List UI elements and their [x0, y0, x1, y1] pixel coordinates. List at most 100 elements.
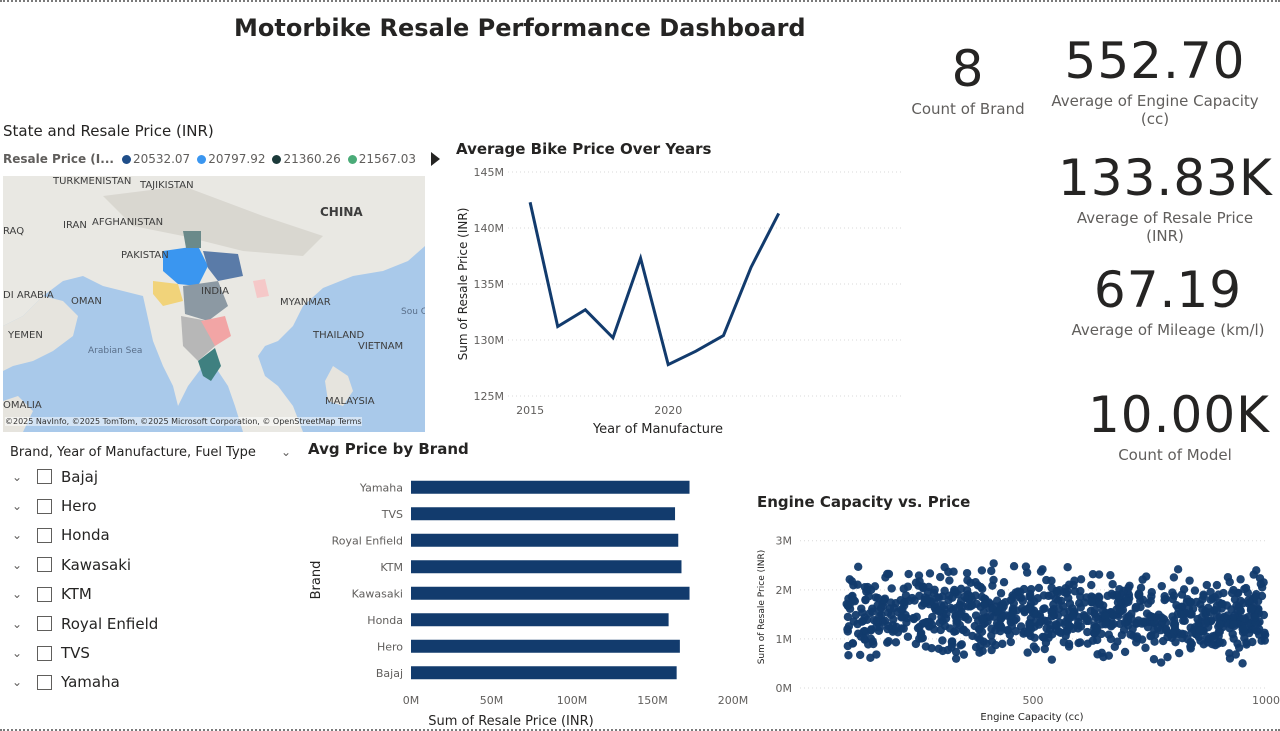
data-point[interactable] [1187, 628, 1196, 637]
data-point[interactable] [1199, 591, 1208, 601]
data-point[interactable] [1215, 627, 1224, 636]
data-point[interactable] [1031, 644, 1041, 654]
data-point[interactable] [1091, 622, 1101, 632]
data-point[interactable] [1160, 595, 1169, 605]
data-point[interactable] [1110, 642, 1120, 651]
data-point[interactable] [1256, 579, 1266, 589]
data-point[interactable] [1190, 586, 1200, 595]
data-point[interactable] [1061, 631, 1070, 640]
data-point[interactable] [996, 589, 1006, 598]
data-point[interactable] [1034, 583, 1044, 593]
data-point[interactable] [1053, 588, 1062, 598]
legend-item[interactable]: 20532.07 [121, 152, 190, 166]
data-point[interactable] [1212, 580, 1222, 590]
data-point[interactable] [1076, 638, 1085, 647]
data-point[interactable] [1147, 588, 1156, 597]
data-point[interactable] [1127, 614, 1136, 624]
data-point[interactable] [1063, 563, 1072, 572]
data-point[interactable] [871, 622, 881, 632]
data-point[interactable] [1087, 580, 1096, 590]
data-point[interactable] [904, 569, 913, 579]
data-point[interactable] [1259, 610, 1269, 620]
data-point[interactable] [936, 625, 945, 635]
data-point[interactable] [914, 571, 924, 580]
data-point[interactable] [1032, 610, 1041, 619]
kpi-resale-price[interactable]: 133.83K Average of Resale Price (INR) [1058, 153, 1272, 245]
checkbox[interactable] [37, 557, 52, 573]
data-point[interactable] [1020, 607, 1029, 617]
data-point[interactable] [1112, 605, 1121, 614]
slicer-item[interactable]: ⌄ Honda [10, 521, 295, 550]
data-point[interactable] [1108, 580, 1117, 589]
data-point[interactable] [987, 566, 996, 576]
legend-item[interactable]: 21567.03 [347, 152, 416, 166]
data-point[interactable] [1047, 612, 1057, 621]
data-point[interactable] [988, 604, 997, 614]
data-point[interactable] [1209, 634, 1218, 643]
data-point[interactable] [866, 634, 876, 643]
data-point[interactable] [1120, 647, 1130, 657]
bar[interactable] [411, 533, 679, 547]
data-point[interactable] [1106, 570, 1115, 580]
data-point[interactable] [962, 568, 972, 578]
data-point[interactable] [942, 609, 951, 619]
data-point[interactable] [989, 575, 998, 585]
chevron-down-icon[interactable]: ⌄ [12, 469, 23, 484]
data-point[interactable] [1054, 627, 1064, 636]
data-point[interactable] [1218, 599, 1227, 609]
data-point[interactable] [1060, 620, 1070, 629]
data-point[interactable] [1243, 596, 1253, 605]
data-point[interactable] [992, 596, 1002, 605]
bar-chart[interactable]: 0M 50M 100M 150M 200M Yamaha TVS Royal Enfield K… [300, 462, 760, 727]
state-region[interactable] [203, 251, 243, 281]
data-point[interactable] [1141, 643, 1150, 653]
data-point[interactable] [1047, 576, 1056, 585]
data-point[interactable] [1006, 595, 1016, 605]
data-point[interactable] [1177, 610, 1186, 619]
data-point[interactable] [858, 608, 867, 617]
data-point[interactable] [1260, 628, 1269, 637]
data-point[interactable] [1180, 616, 1189, 626]
data-point[interactable] [1124, 597, 1133, 607]
data-point[interactable] [849, 595, 858, 605]
data-point[interactable] [892, 622, 901, 632]
data-point[interactable] [975, 635, 985, 644]
data-point[interactable] [1171, 638, 1180, 647]
data-point[interactable] [1252, 589, 1261, 599]
data-point[interactable] [1064, 580, 1074, 589]
data-point[interactable] [1047, 583, 1056, 592]
data-point[interactable] [967, 601, 977, 610]
data-point[interactable] [1076, 575, 1086, 584]
data-point[interactable] [1119, 586, 1128, 596]
data-point[interactable] [860, 634, 869, 644]
data-point[interactable] [1173, 565, 1183, 574]
data-point[interactable] [1030, 597, 1039, 606]
chevron-down-icon[interactable]: ⌄ [12, 499, 23, 514]
data-point[interactable] [1223, 573, 1233, 582]
data-point[interactable] [955, 600, 964, 610]
data-point[interactable] [1065, 599, 1075, 608]
data-point[interactable] [843, 601, 853, 610]
checkbox[interactable] [37, 498, 52, 514]
slicer-item[interactable]: ⌄ Yamaha [10, 668, 295, 697]
data-point[interactable] [1157, 581, 1166, 591]
state-region[interactable] [198, 348, 221, 381]
data-point[interactable] [903, 632, 913, 642]
data-point[interactable] [966, 578, 975, 587]
data-point[interactable] [1223, 611, 1232, 620]
data-point[interactable] [1150, 637, 1159, 646]
data-point[interactable] [968, 631, 977, 641]
data-point[interactable] [1212, 613, 1222, 622]
data-point[interactable] [1138, 617, 1147, 627]
data-point[interactable] [1243, 588, 1253, 598]
data-point[interactable] [1240, 614, 1249, 623]
data-point[interactable] [1161, 626, 1171, 635]
data-point[interactable] [1068, 612, 1078, 621]
data-point[interactable] [951, 654, 961, 663]
data-point[interactable] [945, 576, 954, 585]
data-point[interactable] [999, 578, 1009, 587]
slicer-item[interactable]: ⌄ TVS [10, 638, 295, 667]
state-region[interactable] [163, 246, 208, 286]
data-point[interactable] [1236, 606, 1245, 616]
bar[interactable] [411, 586, 690, 600]
